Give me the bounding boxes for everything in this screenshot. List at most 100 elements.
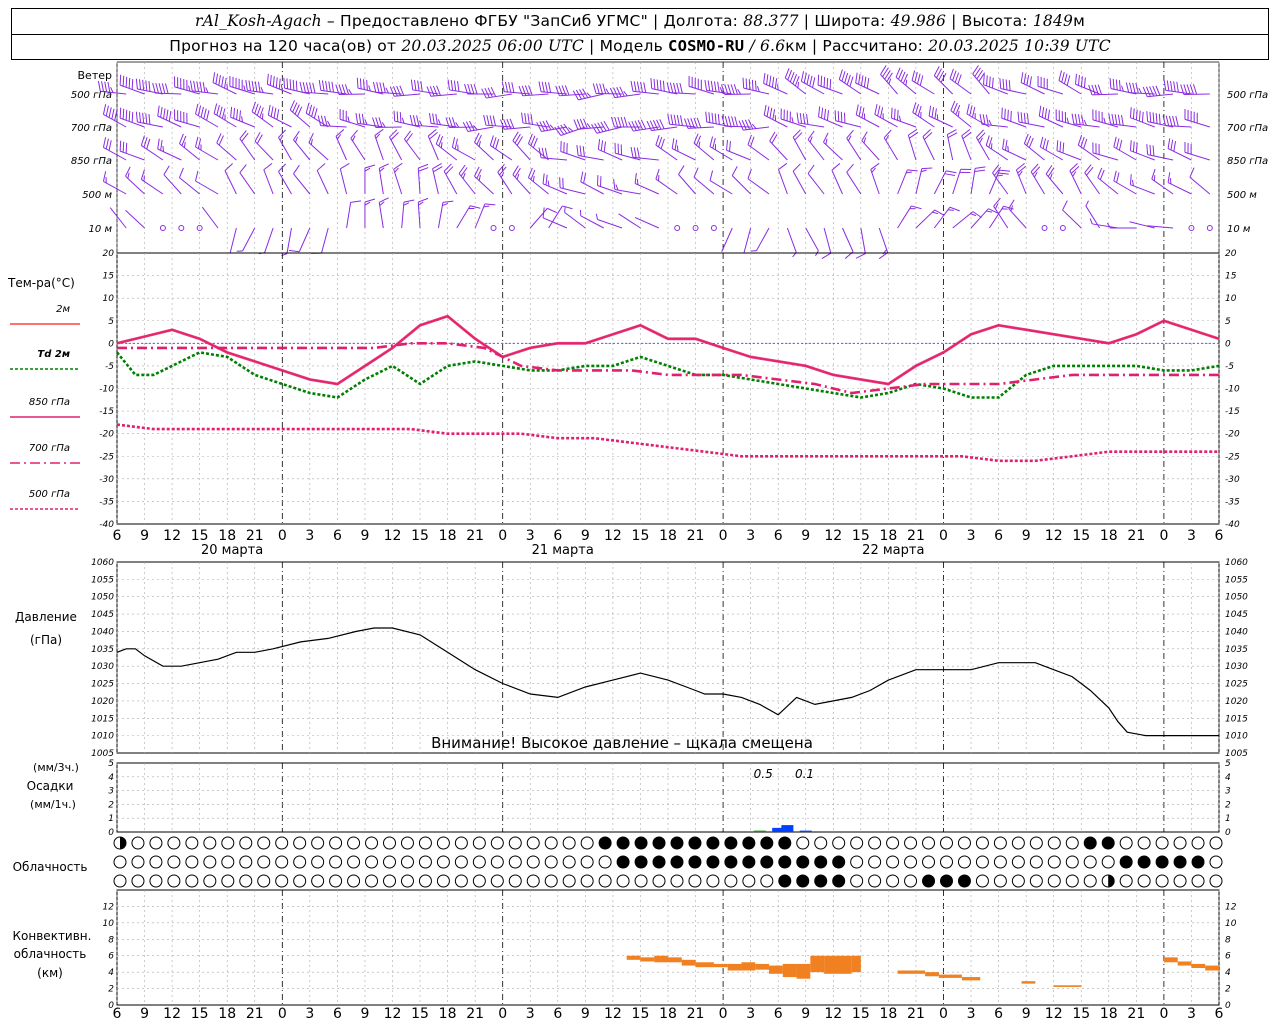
wind-barb-shaft	[1147, 154, 1174, 161]
wind-barb-feather	[462, 172, 466, 179]
wind-barb-feather	[1020, 72, 1024, 83]
x-tick-label: 3	[305, 528, 314, 544]
wind-barb-feather	[276, 109, 280, 120]
wind-barb-shaft	[1130, 150, 1155, 161]
wind-barb-feather	[1077, 75, 1080, 86]
wind-barb-feather	[949, 206, 960, 212]
wind-barb-shaft	[981, 123, 1008, 128]
wind-barb-feather	[1117, 114, 1121, 126]
wind-barb-feather	[547, 180, 550, 187]
cloud-cover-clear	[1191, 836, 1205, 850]
wind-barb-shaft	[870, 169, 880, 195]
wind-level-label-left: 500 м	[82, 190, 112, 201]
legend-label: 850 гПа	[29, 397, 70, 408]
wind-barb-feather	[530, 135, 536, 146]
convective-ytick-right: 6	[1225, 952, 1231, 962]
wind-barb-feather	[297, 106, 303, 117]
wind-barb-shaft	[229, 227, 237, 254]
cloud-cover-clear	[293, 855, 307, 869]
wind-barb-feather	[947, 209, 954, 211]
wind-barb-feather	[1045, 165, 1053, 175]
wind-barb-feather	[197, 105, 202, 116]
wind-barb-feather	[974, 67, 981, 77]
wind-barb-shaft	[522, 93, 549, 97]
wind-barb-feather	[516, 136, 523, 146]
wind-barb-feather	[104, 81, 108, 93]
wind-barb-feather	[724, 84, 729, 95]
wind-barb-feather	[643, 82, 647, 93]
wind-barb-feather	[181, 135, 187, 146]
cloud-cover-overcast	[760, 855, 774, 869]
wind-barb-shaft	[103, 146, 127, 161]
x-tick-label: 3	[967, 528, 976, 544]
cloud-cover-overcast	[616, 855, 630, 869]
wind-barb-feather	[880, 65, 887, 75]
wind-barb-shaft	[321, 227, 329, 254]
wind-barb-shaft	[308, 142, 329, 161]
wind-barb-feather	[161, 83, 166, 94]
wind-barb-feather	[997, 174, 1003, 177]
wind-barb-feather	[435, 113, 438, 125]
wind-barb-feather	[974, 169, 986, 172]
wind-barb-feather	[947, 129, 957, 136]
wind-barb-feather	[145, 80, 148, 91]
wind-barb-feather	[934, 209, 945, 216]
legend-label: Td 2м	[37, 349, 70, 360]
wind-barb-feather	[336, 134, 342, 140]
wind-barb-feather	[763, 104, 767, 116]
wind-barb-feather	[393, 162, 403, 170]
wind-barb-feather	[528, 85, 533, 96]
wind-barb-feather	[216, 133, 222, 144]
wind-barb-feather	[454, 138, 458, 150]
wind-barb-feather	[792, 129, 801, 138]
wind-barb-feather	[1071, 113, 1075, 124]
cloud-cover-overcast	[706, 836, 720, 850]
wind-barb-feather	[165, 109, 169, 121]
wind-barb-shaft	[119, 150, 145, 161]
wind-barb-feather	[1111, 113, 1115, 125]
wind-barb-shaft	[846, 171, 862, 195]
wind-barb-feather	[1047, 167, 1055, 177]
wind-barb-shaft	[504, 91, 531, 95]
wind-barb-shaft	[1062, 209, 1082, 229]
wind-barb-feather	[361, 113, 365, 125]
wind-barb-feather	[1017, 111, 1020, 123]
cloud-cover-overcast	[1101, 836, 1115, 850]
wind-barb-feather	[717, 114, 720, 125]
wind-barb-shaft	[504, 126, 531, 130]
cloud-cover-clear	[1155, 874, 1169, 888]
wind-barb-feather	[1162, 115, 1166, 126]
wind-barb-feather	[920, 169, 927, 173]
cloud-cover-overcast	[634, 855, 648, 869]
wind-barb-feather	[1097, 84, 1103, 95]
x-tick-label: 18	[1100, 1006, 1118, 1022]
convective-cloud-bar	[1021, 981, 1036, 984]
wind-level-label-right: 10 м	[1227, 224, 1251, 235]
wind-barb-feather	[888, 78, 892, 85]
wind-barb-shaft	[201, 206, 219, 229]
wind-barb-feather	[745, 78, 748, 89]
wind-barb-feather	[358, 113, 362, 124]
precipitation-ytick-right: 1	[1225, 814, 1231, 824]
wind-barb-feather	[347, 116, 350, 123]
wind-barb-feather	[427, 129, 437, 137]
wind-barb-feather	[744, 119, 751, 130]
wind-barb-feather	[135, 78, 138, 90]
model-resolution: 6.6	[760, 37, 786, 55]
x-tick-label: 3	[967, 1006, 976, 1022]
cloud-cover-clear	[1137, 836, 1151, 850]
cloud-cover-overcast	[670, 855, 684, 869]
convective-cloud-bar	[626, 955, 641, 960]
station-info-line: rAl_Kosh-Agach – Предоставлено ФГБУ "Зап…	[12, 9, 1268, 35]
x-tick-label: 15	[852, 1006, 870, 1022]
wind-barb-feather	[538, 81, 542, 92]
wind-barb-feather	[500, 172, 505, 178]
altitude-unit: м	[1073, 12, 1086, 30]
wind-barb-feather	[999, 78, 1002, 89]
legend-label: 500 гПа	[29, 489, 70, 500]
wind-barb-shaft	[346, 202, 352, 229]
wind-barb-feather	[705, 111, 708, 123]
wind-barb-shaft	[731, 175, 752, 195]
convective-ytick-right: 4	[1225, 968, 1231, 978]
x-tick-label: 15	[411, 1006, 429, 1022]
